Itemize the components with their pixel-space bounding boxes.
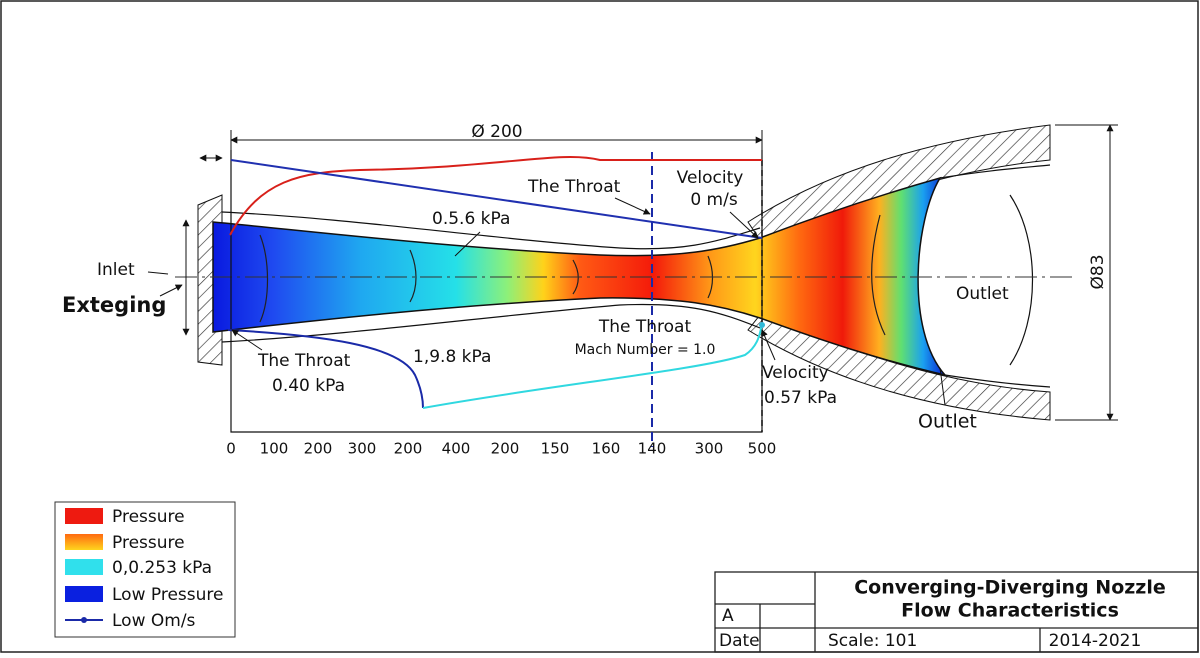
revision: A [722, 606, 734, 626]
leader [454, 231, 481, 257]
label: The Throat [527, 177, 621, 197]
axis-label: 160 [592, 440, 621, 458]
legend-swatch [65, 508, 103, 524]
title: Converging-Diverging Nozzle [854, 577, 1166, 599]
label: The Throat [598, 317, 692, 337]
axis-label: 140 [638, 440, 667, 458]
isolines [259, 214, 886, 336]
label: The Throat [257, 351, 351, 371]
legend-swatch [65, 534, 103, 550]
leader [761, 329, 776, 361]
point [759, 322, 765, 328]
dim-label: Ø83 [1088, 254, 1108, 289]
low-curve [227, 329, 424, 409]
leader [614, 197, 651, 215]
cyan-curve [422, 324, 763, 409]
axis-label: 0 [226, 440, 236, 458]
legend-swatch [65, 559, 103, 575]
leader [159, 284, 183, 297]
legend-label: Pressure [112, 533, 185, 553]
title: Flow Characteristics [901, 600, 1119, 622]
edge [939, 164, 1051, 179]
years: 2014-2021 [1049, 631, 1142, 651]
leader [231, 329, 263, 351]
label: 0.40 kPa [272, 376, 345, 396]
legend-label: Low Pressure [112, 585, 223, 605]
outlet-arc [1009, 194, 1034, 366]
legend-dot [81, 617, 87, 623]
axis-label: 500 [748, 440, 777, 458]
label: 1,9.8 kPa [413, 347, 491, 367]
axis-labels: 0 100 200 300 200 400 200 150 160 140 300 500 [226, 440, 776, 458]
label: Inlet [97, 260, 135, 280]
axis-label: 100 [260, 440, 289, 458]
axis-label: 300 [695, 440, 724, 458]
leader [147, 271, 169, 275]
title-block [714, 571, 1199, 653]
leader [729, 211, 759, 239]
dim-label: Ø 200 [471, 122, 522, 142]
label: 0.57 kPa [764, 388, 837, 408]
label: 0.5.6 kPa [432, 209, 510, 229]
label: 0 m/s [690, 190, 738, 210]
outer-contour [221, 211, 761, 250]
legend-label: Pressure [112, 507, 185, 527]
legend-swatch [65, 586, 103, 602]
scale: Scale: 101 [828, 631, 917, 651]
pressure-curve [229, 156, 762, 236]
label: Velocity [762, 363, 829, 383]
label: Velocity [677, 168, 744, 188]
axis-label: 200 [491, 440, 520, 458]
date-label: Date [719, 631, 760, 651]
axis-label: 200 [304, 440, 333, 458]
axis-label: 300 [348, 440, 377, 458]
label: Outlet [918, 411, 977, 433]
leader [939, 367, 946, 406]
edge [944, 374, 1051, 388]
legend-label: 0,0.253 kPa [112, 558, 212, 578]
outer-contour [221, 303, 761, 343]
label: Exteging [62, 293, 166, 317]
legend-label: Low Om/s [112, 611, 196, 631]
axis-label: 150 [541, 440, 570, 458]
label: Mach Number = 1.0 [575, 342, 716, 358]
label: Outlet [956, 284, 1009, 304]
axis-label: 200 [394, 440, 423, 458]
velocity-curve [230, 159, 763, 239]
axis-label: 400 [442, 440, 471, 458]
